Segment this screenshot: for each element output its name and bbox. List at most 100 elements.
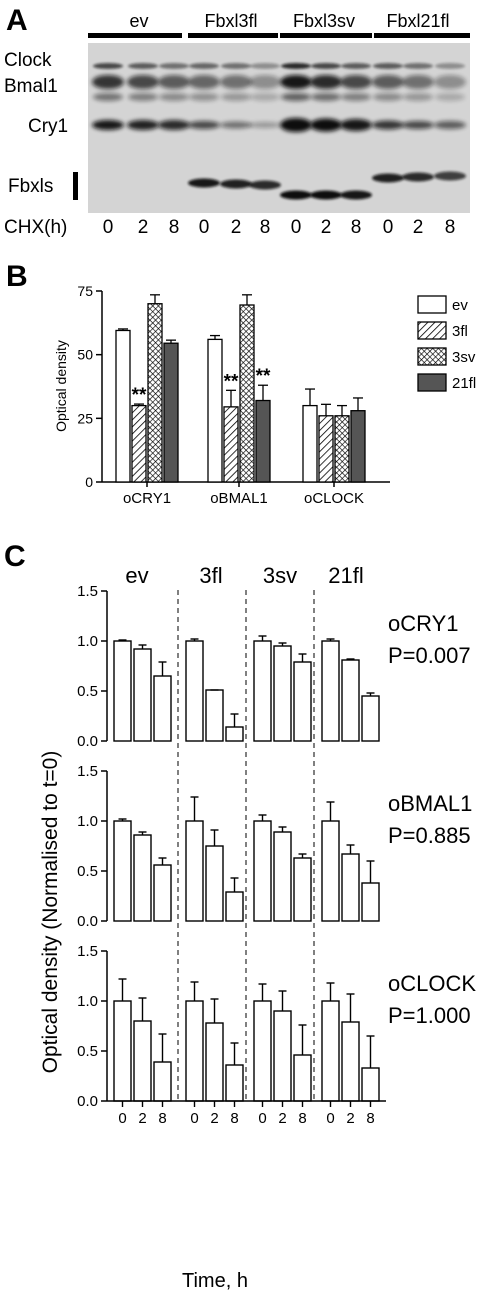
clock-band [221,63,251,69]
clock-band [128,63,158,69]
clock-band [341,63,371,69]
cry1-band [92,120,124,130]
bmal1-band [220,75,252,89]
bar [253,820,272,922]
chx-time-label: 8 [260,217,271,238]
significance-marker: ** [224,371,239,392]
panel-b-legend: ev 3fl 3sv 21fl [417,295,476,392]
x-tick-label: 0 [118,1110,126,1127]
panel-c-xlabel: Time, h [182,1270,248,1292]
blot-label-bmal1: Bmal1 [4,76,58,97]
bar [361,695,380,742]
bar [225,726,244,742]
legend-swatch [417,321,447,340]
bar [341,659,360,742]
bar [131,404,147,483]
cry1-band [188,121,220,129]
cry1-band [310,118,342,132]
y-tick-label: 1.0 [77,993,98,1010]
blot-label-fbxls: Fbxls [8,176,53,197]
category-label: oCRY1 [123,490,171,507]
cry1-band [434,121,466,129]
panel-b-ylabel: Optical density [53,340,69,432]
cry1-band [280,118,312,132]
clock-band [281,63,311,69]
bmal1-band [402,75,434,89]
group-header-label: Fbxl3fl [204,11,257,31]
bmal1-band [310,75,342,89]
y-tick-label: 1.0 [77,633,98,650]
p-value-label: P=0.885 [388,823,471,848]
protein-label: oCLOCK [388,971,476,996]
bar [273,831,292,922]
chx-time-label: 0 [383,217,394,238]
y-tick-label: 0 [85,474,93,490]
cry1-band [402,121,434,129]
bmal1-band [280,75,312,89]
fbxl-band [220,179,252,189]
panel-c-chart: ev 3fl 3sv 21fl 0.0 0.5 1.0 1.5 oCRY1 P=0.007 0.0 0… [77,563,476,1127]
blot-label-clock: Clock [4,50,52,71]
clock-band [373,63,403,69]
panel-b-letter: B [6,260,28,293]
y-tick-label: 0.5 [77,1043,98,1060]
panel-b: B Optical density 0 25 50 75 oCRY1 oBMAL1 oCLO… [6,260,476,507]
bar [205,689,224,742]
bar [318,415,334,483]
group-header-bar [188,33,278,38]
y-tick-label: 1.0 [77,813,98,830]
bar [341,853,360,922]
chx-time-label: 0 [199,217,210,238]
panel-c-ylabel: Optical density (Normalised to t=0) [39,751,62,1074]
cry1-band [220,121,252,129]
bar [255,399,271,483]
panel-a-group-headers: ev Fbxl3fl Fbxl3sv Fbxl21fl [88,11,470,38]
category-label: oCLOCK [304,490,364,507]
bar [302,404,318,483]
fbxl-band [188,178,220,188]
bmal1-lower-band [250,93,280,101]
bmal1-lower-band [281,93,311,101]
y-tick-label: 0.5 [77,863,98,880]
clock-band [250,63,280,69]
bmal1-lower-band [373,93,403,101]
bmal1-lower-band [435,93,465,101]
cry1-band [372,120,404,130]
bar [133,648,152,742]
y-tick-label: 0.5 [77,683,98,700]
bmal1-band [249,75,281,89]
condition-header: 3fl [199,563,222,588]
cry1-band [249,122,281,128]
legend-swatch [417,373,447,392]
fbxl-band [372,173,404,183]
fbxl-band [402,172,434,182]
bar [321,640,340,742]
panel-c: C Optical density (Normalised to t=0) Ti… [4,540,476,1292]
x-tick-label: 8 [230,1110,238,1127]
bmal1-band [127,75,159,89]
bar [293,661,312,742]
condition-header: 3sv [263,563,297,588]
y-tick-label: 25 [77,410,93,426]
fbxls-bracket [73,172,78,200]
y-tick-label: 1.5 [77,943,98,960]
group-header-label: Fbxl3sv [293,11,355,31]
chx-time-label: 8 [169,217,180,238]
panel-a-letter: A [6,4,28,37]
category-label: oBMAL1 [210,490,268,507]
condition-header: ev [125,563,148,588]
cry1-band [127,120,159,130]
chx-time-label: 2 [231,217,242,238]
panel-a: A ev Fbxl3fl Fbxl3sv Fbxl21fl Clock Bmal1 C… [4,4,470,238]
bar [153,864,172,922]
panel-c-letter: C [4,540,26,573]
x-tick-label: 0 [190,1110,198,1127]
bar [205,1022,224,1102]
x-tick-label: 0 [258,1110,266,1127]
significance-marker: ** [256,366,271,387]
bmal1-lower-band [128,93,158,101]
legend-label: 21fl [452,375,476,392]
panel-b-chart: 0 25 50 75 oCRY1 oBMAL1 oCLOCK ** ** ** [77,283,390,507]
clock-band [435,63,465,69]
